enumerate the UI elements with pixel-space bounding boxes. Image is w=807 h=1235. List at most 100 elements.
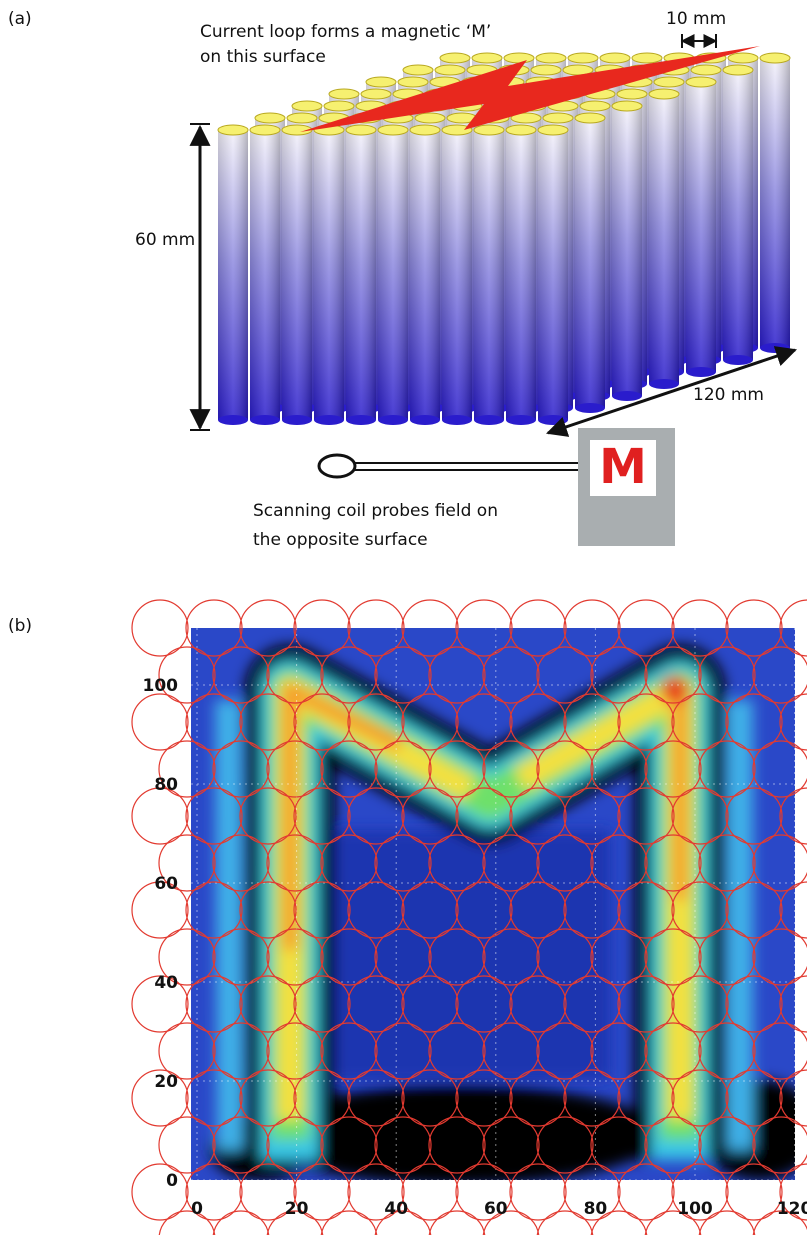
cylinder-top xyxy=(542,112,574,124)
coil-circle xyxy=(617,881,675,939)
coil-circle xyxy=(212,740,270,798)
coil-circle xyxy=(698,1210,756,1235)
coil-circle xyxy=(536,1210,594,1235)
cylinder-shade xyxy=(410,130,440,420)
field-map xyxy=(191,628,795,1180)
cylinder-top xyxy=(439,52,471,64)
coil-circle xyxy=(374,1210,432,1235)
cylinder-top xyxy=(249,124,281,136)
cylinder-top xyxy=(567,52,599,64)
cylinder-base xyxy=(346,415,376,425)
coil-circle xyxy=(536,1116,594,1174)
coil-circle xyxy=(212,928,270,986)
coil-circle xyxy=(752,1210,807,1235)
cylinder-array xyxy=(217,52,791,425)
coil-circle xyxy=(725,599,783,657)
coil-circle xyxy=(293,1163,351,1221)
coil-circle xyxy=(509,1163,567,1221)
coil-circle xyxy=(428,1022,486,1080)
cylinder-base xyxy=(538,415,568,425)
coil-circle xyxy=(293,599,351,657)
cylinder-top xyxy=(397,76,429,88)
coil-circle xyxy=(698,1116,756,1174)
coil-circle xyxy=(482,928,540,986)
coil-circle xyxy=(671,1069,729,1127)
coil-circle xyxy=(644,740,702,798)
cylinder-base xyxy=(250,415,280,425)
coil-circle xyxy=(266,1210,324,1235)
coil-circle xyxy=(725,881,783,939)
coil-circle xyxy=(563,975,621,1033)
coil-circle xyxy=(347,693,405,751)
cylinder-base xyxy=(218,415,248,425)
coil-circle xyxy=(239,599,297,657)
cylinder-top xyxy=(441,124,473,136)
coil-circle xyxy=(158,928,216,986)
dark-region xyxy=(260,1085,660,1180)
cylinder-shade xyxy=(686,82,716,372)
cylinder-top xyxy=(759,52,791,64)
cylinder-top xyxy=(535,52,567,64)
coil-circle xyxy=(563,881,621,939)
coil-circle xyxy=(779,693,807,751)
coil-circle xyxy=(347,1163,405,1221)
x-tick-label: 20 xyxy=(285,1199,309,1219)
top-note: Current loop forms a magnetic ‘M’ xyxy=(200,22,491,42)
cylinder-shade xyxy=(346,130,376,420)
grid xyxy=(191,628,795,1180)
coil-circle xyxy=(671,975,729,1033)
coil-circle xyxy=(347,1069,405,1127)
cylinder-top xyxy=(434,64,466,76)
coil-circle xyxy=(698,646,756,704)
map-features xyxy=(210,645,795,1180)
coil-circle xyxy=(158,1210,216,1235)
coil-circle xyxy=(644,646,702,704)
coil-circle xyxy=(266,928,324,986)
coil-circle xyxy=(698,834,756,892)
coil-circle xyxy=(266,740,324,798)
cylinder-base xyxy=(282,415,312,425)
cylinder-top xyxy=(503,52,535,64)
top-note: on this surface xyxy=(200,47,326,67)
cylinder-top xyxy=(473,124,505,136)
cylinder-top xyxy=(579,100,611,112)
cylinder-base xyxy=(723,355,753,365)
height-label: 60 mm xyxy=(135,230,195,250)
current-loop-m xyxy=(300,46,760,132)
cylinder-top xyxy=(377,124,409,136)
coil-circle xyxy=(509,693,567,751)
coil-circle xyxy=(698,928,756,986)
coil-circle xyxy=(212,834,270,892)
coil-circle xyxy=(617,599,675,657)
field-peak xyxy=(661,676,689,704)
cylinder-top xyxy=(505,124,537,136)
coil-circle xyxy=(752,646,807,704)
coil-circle xyxy=(455,1163,513,1221)
coil-circle xyxy=(779,881,807,939)
coil-circle xyxy=(320,740,378,798)
coil-circle xyxy=(752,834,807,892)
coil-circle xyxy=(212,1210,270,1235)
cylinder-base xyxy=(612,391,642,401)
coil-circle xyxy=(455,599,513,657)
coil-circle xyxy=(617,975,675,1033)
coil-circle xyxy=(455,787,513,845)
cylinder-shade xyxy=(314,130,344,420)
cylinder-top xyxy=(537,124,569,136)
cylinder-top xyxy=(360,88,392,100)
cylinder-base xyxy=(686,367,716,377)
coil-circle xyxy=(239,975,297,1033)
coil-circle xyxy=(536,834,594,892)
cylinder-shade xyxy=(760,58,790,348)
coil-circle xyxy=(509,881,567,939)
cylinder-shade xyxy=(506,130,536,420)
coil-circle xyxy=(617,1069,675,1127)
coil-circle xyxy=(374,646,432,704)
cylinder-top xyxy=(653,76,685,88)
cylinder-shade xyxy=(250,130,280,420)
y-tick-label: 80 xyxy=(154,775,178,795)
coil-circle xyxy=(725,1163,783,1221)
cylinder-top xyxy=(611,100,643,112)
coil-circle xyxy=(779,599,807,657)
